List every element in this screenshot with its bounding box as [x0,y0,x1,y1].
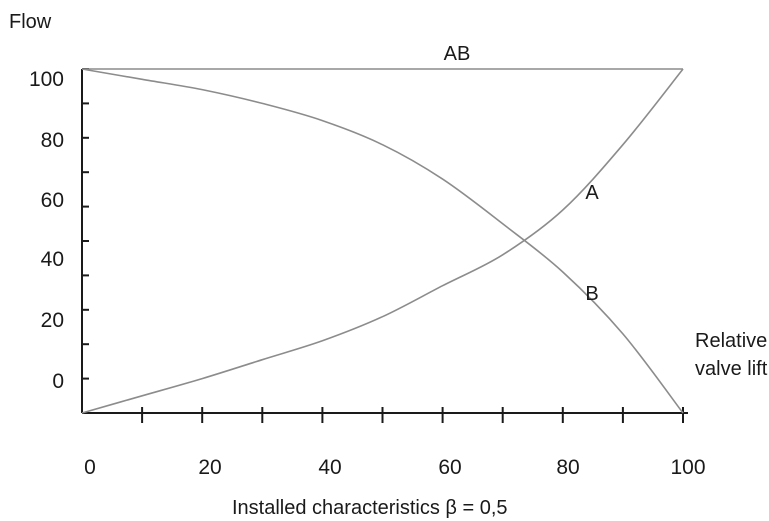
x-axis-end-label-line-1: Relative [695,330,767,352]
y-tick-label: 80 [41,129,64,152]
y-tick-label: 20 [41,309,64,332]
y-tick-label: 40 [41,248,64,271]
x-tick-label: 60 [438,456,461,479]
y-axis-title: Flow [9,11,52,33]
series-lines [81,68,684,414]
series-label-a: A [585,182,599,204]
series-line-b [81,68,684,414]
x-tick-label: 100 [670,456,705,479]
y-tick-label: 60 [41,189,64,212]
x-tick-label: 20 [198,456,221,479]
x-tick-label: 80 [556,456,579,479]
tick-labels: 0 20 40 60 80 100 0 20 40 60 80 100 [29,68,706,479]
x-axis-end-label-line-2: valve lift [695,358,768,380]
x-axis-title: Installed characteristics β = 0,5 [232,497,508,519]
series-label-ab: AB [444,43,471,65]
x-tick-label: 0 [84,456,96,479]
y-tick-label: 100 [29,68,64,91]
series-line-a [81,68,684,414]
axes [81,68,688,423]
x-tick-label: 40 [318,456,341,479]
series-label-b: B [585,283,598,305]
y-tick-label: 0 [52,370,64,393]
